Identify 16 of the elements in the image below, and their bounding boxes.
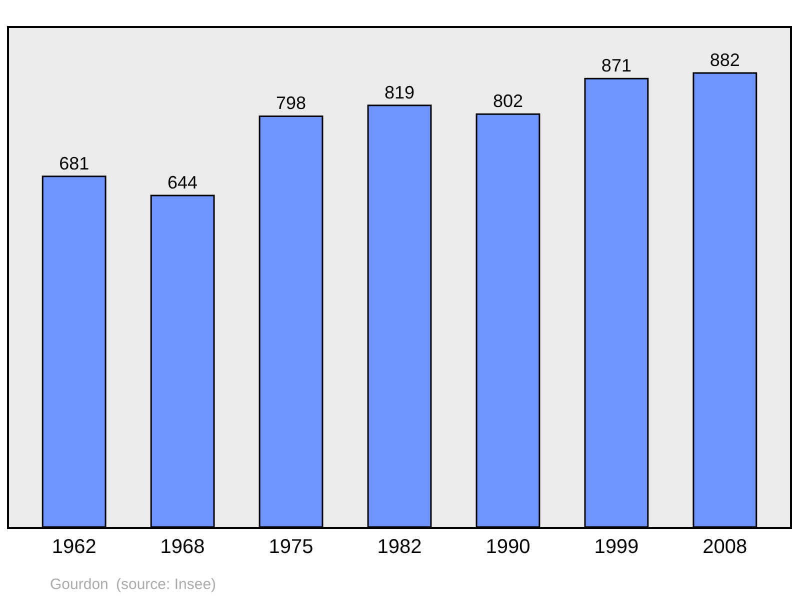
data-label: 681	[59, 153, 90, 174]
x-tick-label: 1975	[268, 536, 314, 558]
x-tick-label: 1999	[594, 536, 639, 558]
x-tick-label: 1962	[52, 536, 96, 558]
text: (source: Insee)	[116, 576, 216, 593]
data-label: 819	[384, 82, 415, 102]
data-label: 882	[710, 50, 740, 70]
data-label: 802	[492, 91, 523, 112]
text: Gourdon	[50, 576, 108, 593]
x-tick-label: 1990	[486, 536, 530, 558]
x-tick-label: 2008	[702, 536, 748, 558]
data-label: 798	[276, 93, 306, 114]
data-label: 871	[601, 56, 632, 76]
x-tick-label: 1968	[160, 536, 205, 558]
x-tick-label: 1982	[377, 536, 422, 558]
data-label: 644	[168, 172, 198, 192]
